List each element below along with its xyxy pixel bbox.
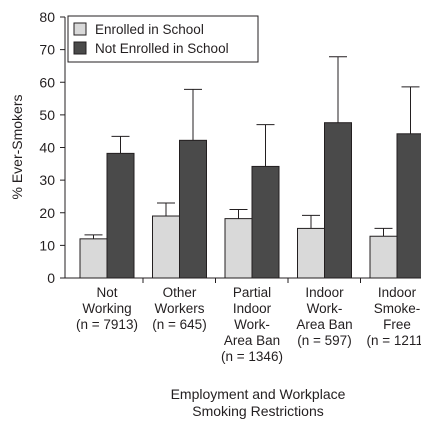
legend-swatch-not-enrolled xyxy=(73,41,87,55)
x-axis-title-text: Employment and Workplace Smoking Restrict… xyxy=(171,386,346,419)
y-tick-label: 80 xyxy=(39,9,55,25)
bar-enrolled xyxy=(369,235,398,279)
bar-enrolled xyxy=(224,218,253,279)
error-bars xyxy=(84,56,420,239)
legend-label-not-enrolled: Not Enrolled in School xyxy=(95,41,229,56)
bar-not-enrolled xyxy=(179,139,207,279)
legend-label-enrolled: Enrolled in School xyxy=(95,22,204,37)
y-tick-label: 50 xyxy=(39,107,55,123)
y-axis-ticks: 0 10 20 30 40 50 60 70 80 xyxy=(39,9,65,286)
y-tick-label: 30 xyxy=(39,172,55,188)
bar-not-enrolled xyxy=(324,122,352,279)
x-category-label: Other Workers (n = 645) xyxy=(152,285,206,332)
legend-box xyxy=(67,15,259,63)
y-axis-title: % Ever-Smokers xyxy=(9,94,25,199)
bar-enrolled xyxy=(152,215,180,279)
x-axis-title: Employment and Workplace Smoking Restrict… xyxy=(171,386,346,419)
y-tick-label: 60 xyxy=(39,74,55,90)
bar-enrolled xyxy=(79,238,108,279)
bars xyxy=(79,122,421,279)
x-category-label: Partial Indoor Work-Area Ban (n = 1346) xyxy=(221,285,283,364)
y-tick-label: 0 xyxy=(47,270,55,286)
x-category-labels: Not Working (n = 7913) Other Workers (n = 645… xyxy=(76,278,421,364)
legend: Enrolled in School Not Enrolled in Schoo… xyxy=(67,15,259,63)
bar-not-enrolled xyxy=(106,152,135,279)
y-tick-label: 20 xyxy=(39,205,55,221)
y-tick-label: 40 xyxy=(39,140,55,156)
x-category-label: Not Working (n = 7913) xyxy=(76,285,138,332)
bar-not-enrolled xyxy=(251,165,280,279)
bar-enrolled xyxy=(297,227,325,279)
y-tick-label: 70 xyxy=(39,42,55,58)
y-tick-label: 10 xyxy=(39,237,55,253)
bar-not-enrolled xyxy=(396,133,421,279)
legend-swatch-enrolled xyxy=(73,22,87,36)
plot-area: 0 10 20 30 40 50 60 70 80 Not Working (n = 7913) Ot… xyxy=(39,9,421,364)
x-category-label: Indoor Work-Area Ban (n = 597) xyxy=(296,285,352,348)
